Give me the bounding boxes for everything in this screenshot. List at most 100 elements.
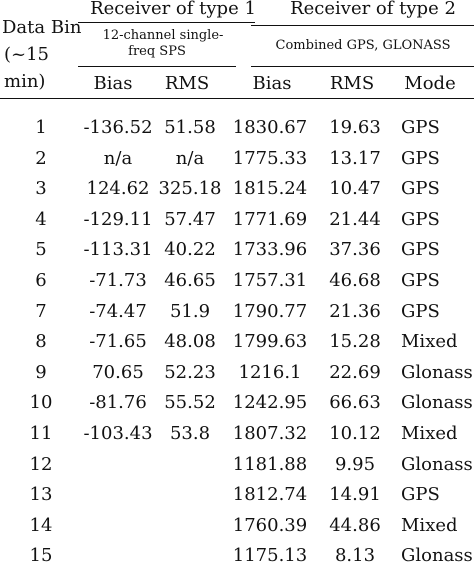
header-bias-1: Bias <box>93 73 133 94</box>
cell-rms-2: 44.86 <box>329 514 381 536</box>
cell-bin: 9 <box>35 361 47 383</box>
cell-mode: GPS <box>401 208 440 230</box>
cell-mode: GPS <box>401 270 440 291</box>
cell-mode: Mixed <box>401 331 458 353</box>
cell-bias-2: 1815.24 <box>232 178 308 200</box>
header-receiver-1: Receiver of type 1 <box>90 0 256 19</box>
cell-bias-1: -136.52 <box>83 117 153 138</box>
cell-bias-2: 1799.63 <box>232 331 308 353</box>
cell-rms-1: 51.9 <box>169 300 211 322</box>
cell-mode: Mixed <box>401 514 458 536</box>
header-receiver-2: Receiver of type 2 <box>290 0 456 19</box>
cell-bias-2: 1733.96 <box>232 239 308 261</box>
cell-bin: 13 <box>29 484 53 506</box>
cell-bias-1: -113.31 <box>83 239 153 261</box>
cell-rms-1: 52.23 <box>164 361 216 383</box>
receiver-2-rule <box>251 25 474 26</box>
cell-bin: 8 <box>35 331 47 353</box>
cell-mode: Glonass <box>401 545 473 567</box>
cell-bias-2: 1242.95 <box>232 392 308 414</box>
cell-bias-2: 1216.1 <box>238 361 302 383</box>
cell-rms-1: 325.18 <box>158 178 222 200</box>
cell-rms-1: 51.58 <box>164 117 216 138</box>
cell-bias-1: -71.65 <box>89 331 147 353</box>
cell-bin: 6 <box>35 270 47 291</box>
cell-rms-1: 57.47 <box>164 208 216 230</box>
cell-bias-1: 124.62 <box>86 178 150 200</box>
cell-mode: Glonass <box>401 392 473 414</box>
cell-mode: Mixed <box>401 423 458 444</box>
cell-bias-1: 70.65 <box>92 361 144 383</box>
cell-mode: GPS <box>401 117 440 138</box>
cell-bias-2: 1760.39 <box>232 514 308 536</box>
header-bottom-rule <box>0 98 474 99</box>
cell-bin: 10 <box>29 392 53 414</box>
cell-bin: 5 <box>35 239 47 261</box>
cell-bin: 14 <box>29 514 53 536</box>
cell-bin: 4 <box>35 208 47 230</box>
receiver-2-sub-rule <box>251 66 474 67</box>
cell-mode: GPS <box>401 178 440 200</box>
cell-rms-2: 19.63 <box>329 117 381 138</box>
cell-bias-2: 1775.33 <box>232 147 308 169</box>
cell-bin: 11 <box>29 423 53 444</box>
cell-mode: GPS <box>401 239 440 261</box>
cell-rms-2: 13.17 <box>329 147 381 169</box>
cell-rms-2: 15.28 <box>329 331 381 353</box>
cell-mode: GPS <box>401 300 440 322</box>
receiver-1-rule <box>78 22 255 23</box>
cell-rms-1: 53.8 <box>169 423 211 444</box>
cell-rms-1: n/a <box>175 147 205 169</box>
receiver-1-sub-rule <box>78 66 236 67</box>
cell-bias-1: -71.73 <box>89 270 147 291</box>
header-data-bin: Data Bin <box>2 17 82 38</box>
header-receiver-2-sub: Combined GPS, GLONASS <box>275 38 451 53</box>
header-rms-1: RMS <box>164 73 210 94</box>
cell-rms-1: 48.08 <box>164 331 216 353</box>
header-receiver-1-sub-line2: freq SPS <box>128 44 186 59</box>
cell-bin: 12 <box>29 453 53 475</box>
header-bias-2: Bias <box>252 73 292 94</box>
cell-bias-2: 1790.77 <box>232 300 308 322</box>
cell-mode: Glonass <box>401 453 473 475</box>
cell-bin: 3 <box>35 178 47 200</box>
cell-mode: GPS <box>401 147 440 169</box>
cell-bias-2: 1771.69 <box>232 208 308 230</box>
cell-bias-1: n/a <box>103 147 133 169</box>
cell-bias-1: -74.47 <box>89 300 147 322</box>
cell-rms-2: 10.12 <box>329 423 381 444</box>
cell-bias-1: -129.11 <box>83 208 153 230</box>
cell-bias-2: 1757.31 <box>232 270 308 291</box>
cell-bin: 7 <box>35 300 47 322</box>
cell-rms-2: 46.68 <box>329 270 381 291</box>
header-interval-line2: min) <box>4 71 46 92</box>
cell-bias-2: 1175.13 <box>232 545 308 567</box>
header-rms-2: RMS <box>329 73 375 94</box>
header-mode: Mode <box>404 73 456 94</box>
cell-bias-2: 1812.74 <box>232 484 308 506</box>
cell-rms-2: 22.69 <box>329 361 381 383</box>
cell-bias-2: 1181.88 <box>232 453 308 475</box>
cell-rms-2: 8.13 <box>334 545 376 567</box>
cell-rms-2: 37.36 <box>329 239 381 261</box>
cell-rms-1: 40.22 <box>164 239 216 261</box>
cell-rms-2: 21.36 <box>329 300 381 322</box>
cell-bin: 1 <box>35 117 47 138</box>
cell-bias-1: -103.43 <box>83 423 153 444</box>
header-receiver-1-sub-line1: 12-channel single- <box>102 28 224 43</box>
cell-rms-1: 46.65 <box>164 270 216 291</box>
cell-mode: GPS <box>401 484 440 506</box>
cell-bias-2: 1807.32 <box>232 423 308 444</box>
cell-rms-2: 66.63 <box>329 392 381 414</box>
cell-rms-2: 10.47 <box>329 178 381 200</box>
cell-bin: 2 <box>35 147 47 169</box>
cell-mode: Glonass <box>401 361 473 383</box>
header-interval-line1: (~15 <box>4 44 50 65</box>
cell-rms-2: 21.44 <box>329 208 381 230</box>
cell-bias-1: -81.76 <box>89 392 147 414</box>
cell-bias-2: 1830.67 <box>232 117 308 138</box>
cell-bin: 15 <box>29 545 53 567</box>
cell-rms-2: 9.95 <box>334 453 376 475</box>
cell-rms-1: 55.52 <box>164 392 216 414</box>
